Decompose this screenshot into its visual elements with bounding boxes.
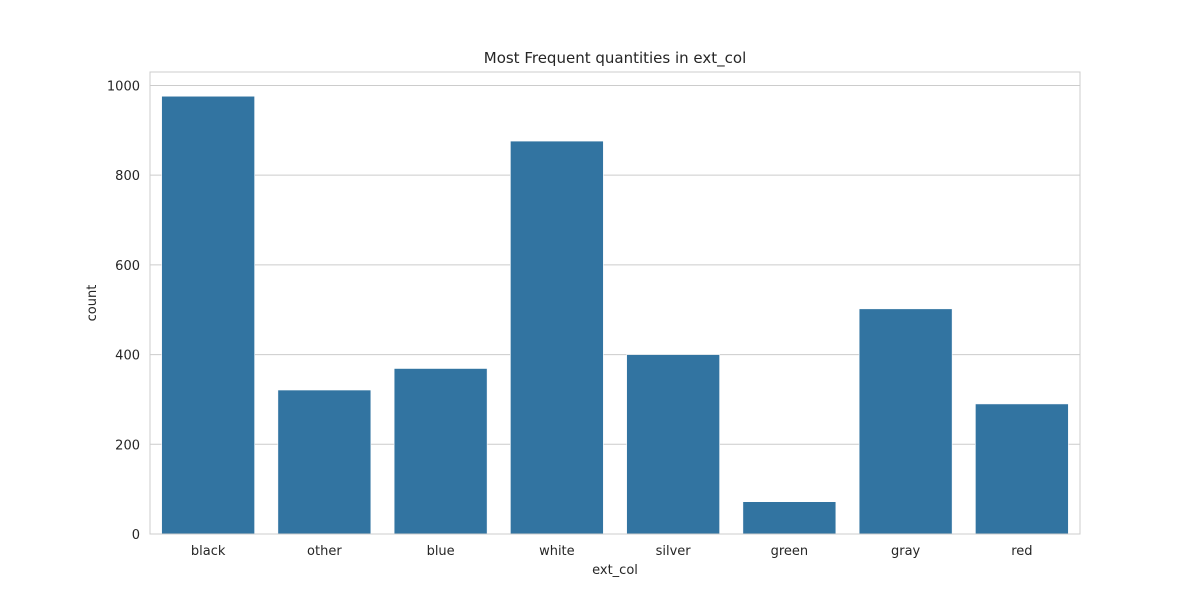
bar-white <box>510 140 604 535</box>
bar-other <box>277 389 372 535</box>
y-tick-label: 200 <box>115 438 140 453</box>
y-tick-labels: 0 200 400 600 800 1000 <box>107 79 140 543</box>
x-tick-labels: black other blue white silver green gray red <box>191 544 1033 559</box>
y-tick-label: 0 <box>132 528 140 543</box>
y-tick-label: 400 <box>115 349 140 364</box>
bar-green <box>742 501 837 535</box>
y-axis-label: count <box>85 285 100 322</box>
x-axis-label: ext_col <box>592 563 638 578</box>
x-tick-label: green <box>771 544 809 559</box>
x-tick-label: silver <box>656 544 692 559</box>
bar-layer <box>161 95 1069 535</box>
bar-blue <box>393 368 488 535</box>
y-tick-label: 600 <box>115 259 140 274</box>
x-tick-label: white <box>539 544 575 559</box>
bar-red <box>975 403 1069 535</box>
chart-title: Most Frequent quantities in ext_col <box>484 49 747 68</box>
x-tick-label: black <box>191 544 226 559</box>
x-tick-label: gray <box>891 544 921 559</box>
x-tick-label: other <box>307 544 342 559</box>
bar-gray <box>858 308 953 535</box>
y-tick-label: 800 <box>115 169 140 184</box>
bar-black <box>161 95 255 535</box>
y-tick-label: 1000 <box>107 79 140 94</box>
plot-border <box>149 71 1081 535</box>
x-tick-label: blue <box>427 544 455 559</box>
bar-silver <box>626 354 720 535</box>
x-tick-label: red <box>1011 544 1032 559</box>
